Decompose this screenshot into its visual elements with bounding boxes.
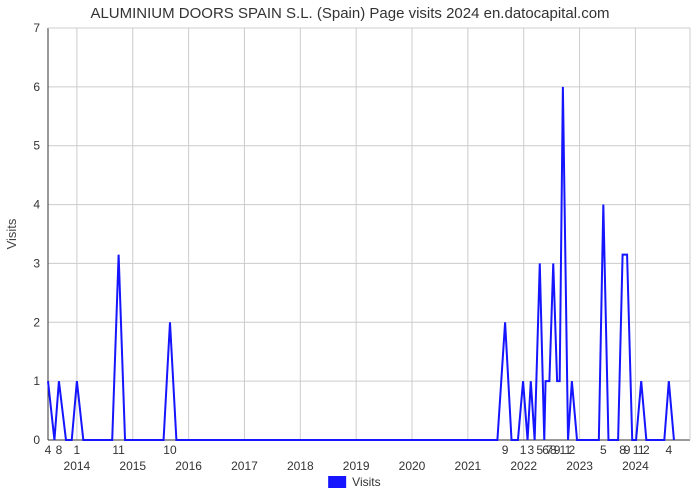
x-month-label: 1 (520, 443, 527, 457)
x-month-label: 4 (45, 443, 52, 457)
x-year-label: 2014 (64, 459, 91, 473)
x-year-label: 2018 (287, 459, 314, 473)
x-year-label: 2019 (343, 459, 370, 473)
legend-swatch (328, 476, 346, 488)
y-tick-label: 7 (33, 21, 40, 35)
y-tick-label: 1 (33, 374, 40, 388)
chart-bg (0, 0, 700, 500)
x-month-label: 11 (112, 443, 125, 457)
x-year-label: 2016 (175, 459, 202, 473)
x-month-label: 9 (624, 443, 631, 457)
chart-title: ALUMINIUM DOORS SPAIN S.L. (Spain) Page … (90, 5, 609, 22)
y-tick-label: 5 (33, 139, 40, 153)
legend-label: Visits (352, 475, 380, 489)
x-month-label: 10 (163, 443, 177, 457)
x-year-label: 2015 (119, 459, 146, 473)
y-tick-label: 6 (33, 80, 40, 94)
x-year-label: 2022 (510, 459, 537, 473)
x-month-label: 2 (643, 443, 650, 457)
visits-chart: ALUMINIUM DOORS SPAIN S.L. (Spain) Page … (0, 0, 700, 500)
x-month-label: 4 (665, 443, 672, 457)
x-year-label: 2021 (455, 459, 482, 473)
x-year-label: 2024 (622, 459, 649, 473)
y-tick-label: 4 (33, 198, 40, 212)
x-month-label: 1 (74, 443, 81, 457)
y-axis-label: Visits (4, 218, 19, 249)
y-tick-label: 2 (33, 315, 40, 329)
y-tick-label: 3 (33, 256, 40, 270)
y-tick-label: 0 (33, 433, 40, 447)
x-year-label: 2020 (399, 459, 426, 473)
x-month-label: 8 (56, 443, 63, 457)
x-month-label: 9 (502, 443, 509, 457)
x-year-label: 2023 (566, 459, 593, 473)
chart-svg: ALUMINIUM DOORS SPAIN S.L. (Spain) Page … (0, 0, 700, 500)
x-month-label: 5 (600, 443, 607, 457)
x-month-label: 2 (569, 443, 576, 457)
x-year-label: 2017 (231, 459, 258, 473)
x-month-label: 3 (527, 443, 534, 457)
